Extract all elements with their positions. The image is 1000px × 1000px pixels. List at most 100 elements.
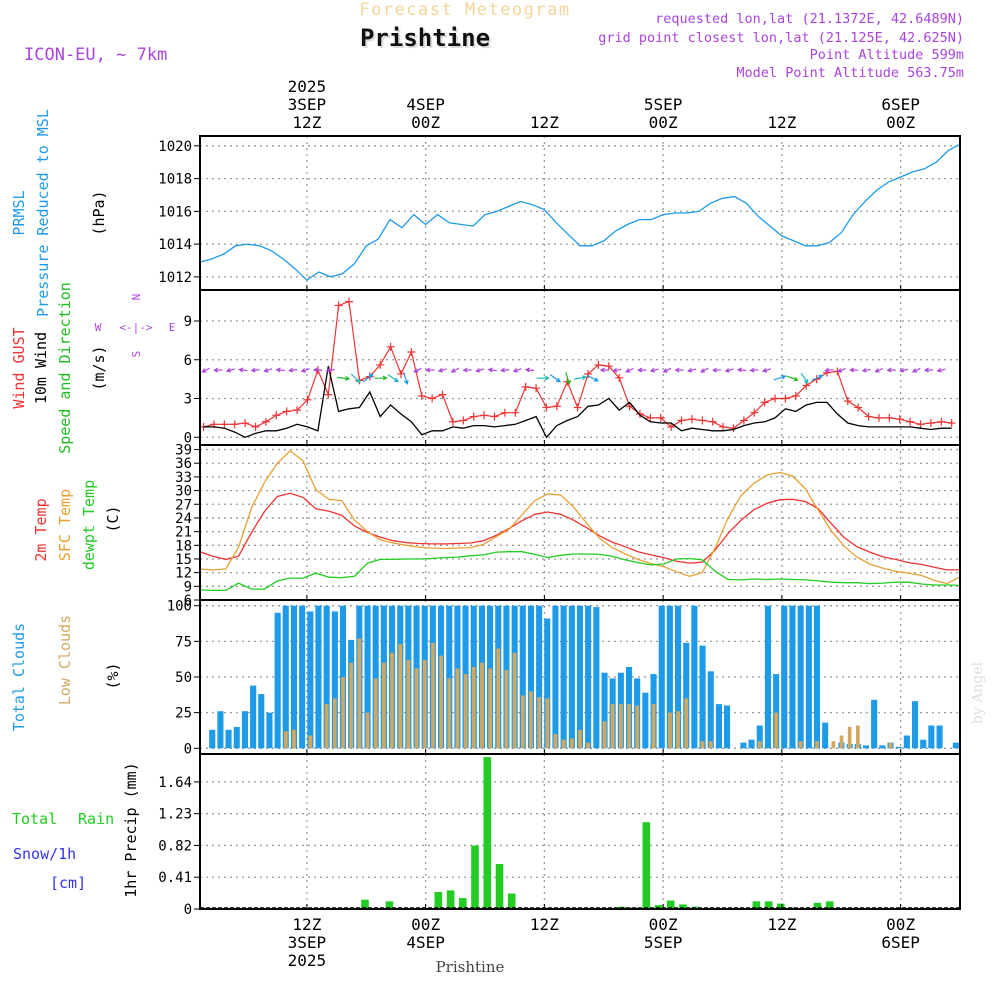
low-cloud-bar	[700, 741, 705, 749]
y-tick-label: 33	[175, 470, 192, 486]
requested-coords: requested lon,lat (21.1372E, 42.6489N)	[655, 11, 964, 27]
low-cloud-bar	[480, 662, 484, 749]
total-cloud-bar	[372, 605, 379, 749]
total-cloud-bar	[912, 701, 919, 749]
y-tick-label: 27	[175, 497, 192, 513]
wind-dir-arrow	[413, 367, 422, 373]
wind-dir-arrow	[403, 372, 409, 386]
total-cloud-bar	[593, 607, 600, 749]
panel-frame	[199, 444, 961, 601]
low-cloud-bar	[635, 705, 640, 749]
bottom-time-label: 4SEP	[406, 933, 445, 952]
low-cloud-bar	[398, 644, 403, 749]
gust-marker	[791, 391, 800, 400]
gust-marker	[511, 408, 520, 417]
wind-dir-arrow	[524, 367, 535, 373]
precip-rain-label: Rain	[78, 810, 114, 828]
gust-marker	[781, 394, 790, 403]
bottom-time-label: 12Z	[292, 915, 321, 934]
gust-marker	[345, 297, 354, 306]
wind-dir-arrow	[773, 374, 787, 381]
low-cloud-bar	[651, 704, 656, 749]
rain-bar	[459, 898, 467, 909]
rain-bar	[446, 890, 455, 909]
y-tick-label: 0.82	[158, 838, 192, 854]
rain-bar	[654, 905, 663, 909]
bottom-time-label: 00Z	[411, 915, 440, 934]
total-cloud-bar	[936, 725, 943, 749]
precip-total-label: Total	[12, 810, 57, 828]
bottom-time-label: 00Z	[886, 915, 915, 934]
wind-dir-arrow	[724, 367, 734, 373]
total-cloud-bar	[601, 672, 608, 749]
compass-mid: <-|->	[119, 321, 152, 334]
gust-marker	[906, 417, 915, 426]
total-cloud-bar	[536, 605, 543, 749]
wind-dir-arrow	[462, 367, 472, 373]
wind-dir-arrow	[662, 367, 672, 373]
rain-bar	[764, 901, 773, 910]
prmsl-sub-label: Pressure Reduced to MSL	[34, 109, 52, 317]
precip-labels: Total Rain Snow/1h [cm] 1hr Precip (mm)	[12, 762, 140, 897]
panel-wind: 0 3 6 9	[184, 289, 961, 446]
wind-dir-arrow	[687, 367, 697, 373]
gust-marker	[594, 360, 603, 369]
gust-marker	[874, 413, 883, 422]
panel-clouds: 0 25 50 75 100	[167, 599, 961, 757]
gust-marker	[635, 410, 644, 418]
gust-marker	[771, 394, 780, 403]
wind-dir-arrow	[586, 374, 599, 382]
grid-point-coords: grid point closest lon,lat (21.125E, 42.…	[598, 30, 964, 46]
total-cloud-bar	[920, 739, 927, 749]
top-time-label: 00Z	[649, 113, 678, 132]
gust-marker	[552, 402, 561, 411]
total-cloud-bar	[928, 725, 935, 749]
gust-marker	[739, 416, 748, 425]
low-cloud-bar	[529, 691, 533, 749]
wind-dir-arrow	[936, 367, 946, 373]
low-cloud-bar	[570, 738, 574, 749]
y-tick-label: 100	[167, 599, 192, 615]
wind-labels: Wind GUST 10m Wind Speed and Direction (…	[10, 282, 175, 454]
low-cloud-bar	[888, 742, 893, 749]
watermark: by Angel	[970, 661, 986, 724]
top-time-label: 00Z	[886, 113, 915, 132]
low-cloud-bar	[455, 668, 460, 749]
compass-e: E	[169, 321, 176, 334]
y-tick-label: 0	[184, 741, 192, 757]
gust-marker	[937, 417, 946, 426]
wind-dir-arrow	[749, 367, 759, 373]
y-tick-label: 9	[184, 314, 192, 330]
dewpt-label: dewpt Temp	[80, 480, 98, 570]
gust-marker	[469, 412, 478, 421]
y-tick-label: 1020	[158, 139, 192, 155]
total-cloud-bar	[756, 725, 763, 749]
low-cloud-bar	[431, 642, 435, 749]
total-cloud-bar	[544, 618, 551, 749]
low-cloud-bar	[341, 677, 345, 749]
wind-dir-arrow	[899, 367, 909, 373]
gust-marker	[282, 407, 291, 416]
rain-bar	[752, 901, 761, 910]
wind-dir-arrow	[911, 367, 921, 373]
low-cloud-bar	[815, 741, 819, 749]
low-cloud-bar	[504, 669, 509, 749]
gust-marker	[386, 342, 395, 351]
gust-marker	[241, 419, 250, 428]
gust-marker	[708, 417, 717, 426]
wind-dir-arrow	[711, 367, 722, 373]
total-cloud-bar	[773, 674, 780, 749]
total-cloud-bar	[903, 735, 910, 749]
bottom-time-label: 12Z	[767, 915, 796, 934]
gust-marker	[615, 373, 624, 382]
gust-marker	[220, 420, 229, 429]
wind-dir-arrow	[565, 372, 571, 385]
total-cloud-bar	[895, 746, 902, 749]
wind-dir-arrow	[425, 367, 435, 373]
compass-s: S	[130, 351, 143, 358]
gust-marker	[303, 395, 312, 404]
panel-precip: 0 0.41 0.82 1.23 1.64	[158, 753, 961, 918]
wind-dir-arrow	[374, 375, 388, 381]
y-tick-label: 6	[184, 353, 192, 369]
gust-marker	[667, 422, 676, 431]
